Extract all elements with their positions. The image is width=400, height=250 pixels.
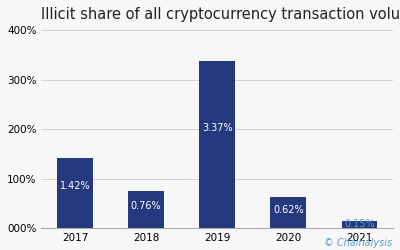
Text: 0.15%: 0.15%: [344, 220, 375, 230]
Text: © Chainalysis: © Chainalysis: [324, 238, 392, 248]
Text: 0.76%: 0.76%: [131, 200, 162, 210]
Bar: [270, 198, 306, 228]
Bar: [200, 61, 235, 228]
Text: 0.62%: 0.62%: [273, 205, 304, 215]
Bar: [128, 190, 164, 228]
Bar: [57, 158, 93, 228]
Bar: [342, 221, 377, 228]
Text: 3.37%: 3.37%: [202, 123, 232, 133]
Text: 1.42%: 1.42%: [60, 181, 90, 191]
Text: Illicit share of all cryptocurrency transaction volume, 2017 - 2021: Illicit share of all cryptocurrency tran…: [41, 7, 400, 22]
